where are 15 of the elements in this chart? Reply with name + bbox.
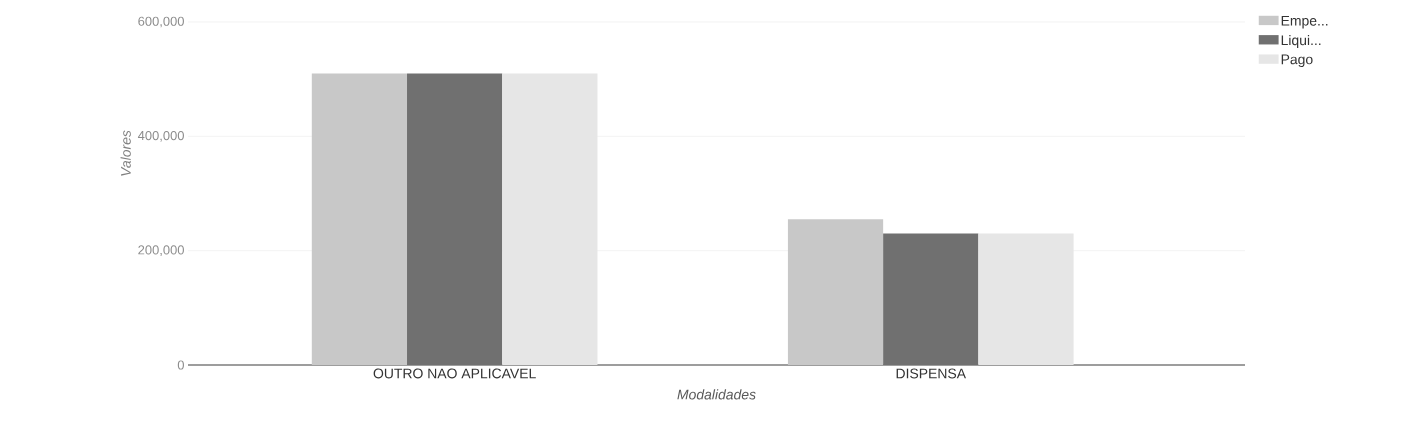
y-tick-label: 200,000 xyxy=(138,245,184,257)
legend-label: Pago xyxy=(1281,54,1313,68)
legend-label: Empe... xyxy=(1281,15,1328,29)
legend-label: Liqui... xyxy=(1281,34,1321,48)
bar xyxy=(883,233,979,365)
y-axis-title: Valores xyxy=(120,130,131,176)
bar xyxy=(311,73,408,365)
y-tick-label: 600,000 xyxy=(138,16,184,28)
bar xyxy=(407,73,503,365)
x-tick-label: OUTRO NAO APLICAVEL xyxy=(373,368,536,379)
y-tick-label: 0 xyxy=(177,360,184,370)
x-axis-title: Modalidades xyxy=(677,389,756,400)
x-tick-label: DISPENSA xyxy=(896,368,966,379)
bar xyxy=(787,219,884,365)
y-tick-label: 400,000 xyxy=(137,130,184,142)
